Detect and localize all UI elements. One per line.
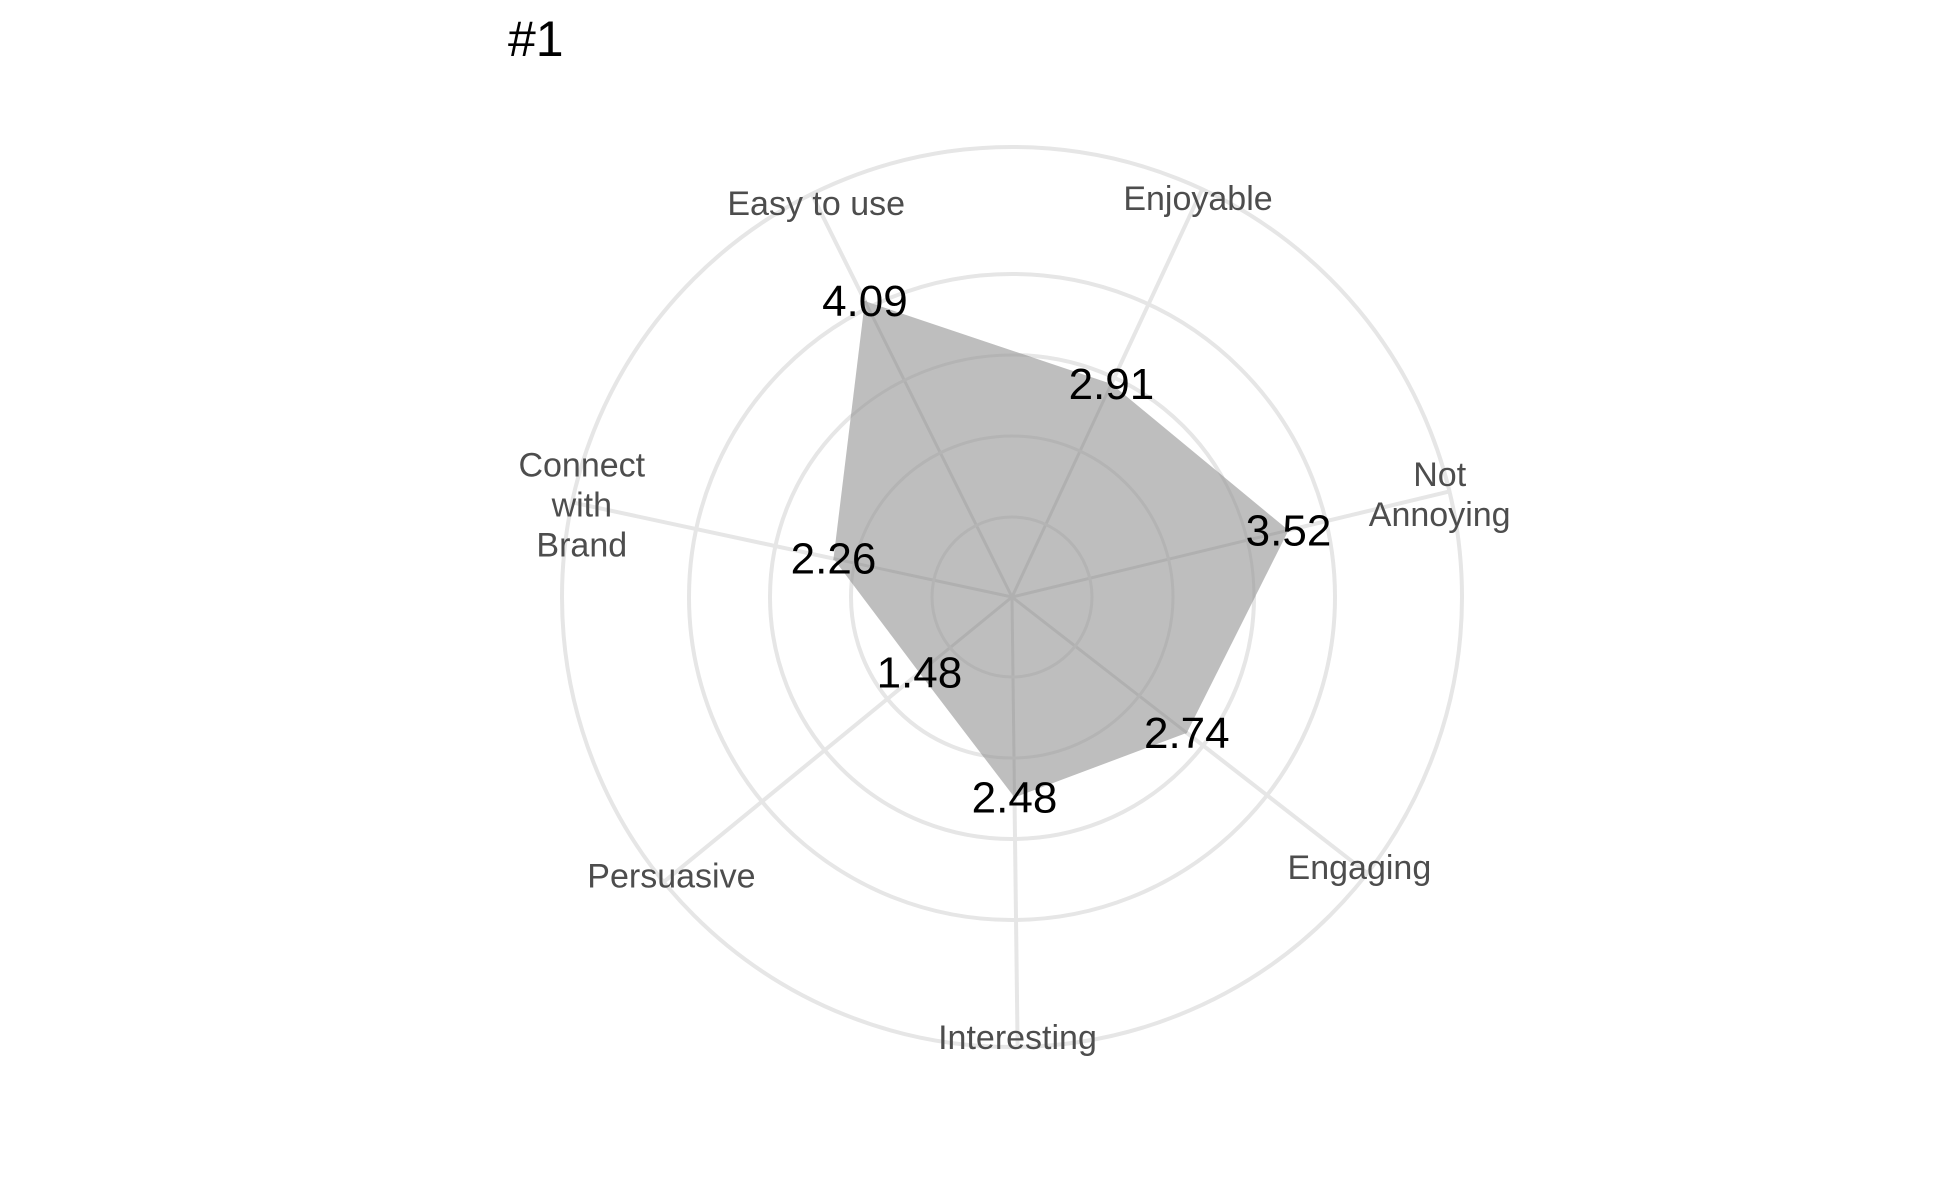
inner-spoke (1011, 528, 1289, 599)
inner-ring (930, 515, 1094, 679)
labels: 2.91 3.52 2.74 2.48 1.48 2.26 4.09 Enjoyable Not… (518, 180, 1510, 1057)
axis-label: Persuasive (587, 858, 755, 896)
axis-label: Enjoyable (1123, 180, 1272, 218)
axis-label: Easy to use (727, 185, 905, 223)
axis-label: Connect with Brand (518, 446, 645, 564)
inner-spoke (1010, 596, 1016, 798)
axis-label: Not Annoying (1369, 456, 1511, 534)
grid-ring (687, 272, 1337, 922)
data-polygon (833, 301, 1289, 798)
inner-spoke (1010, 383, 1113, 598)
axis-label: Engaging (1288, 849, 1432, 887)
inner-spoke (833, 557, 1013, 599)
chart-title: #1 (508, 11, 564, 67)
axis-label: Interesting (938, 1019, 1097, 1057)
inner-ring (833, 353, 1256, 798)
inner-spoke (863, 300, 1014, 598)
value-label: 2.91 (1069, 360, 1155, 409)
value-label: 2.48 (972, 773, 1058, 822)
grid-ring (560, 145, 1464, 1049)
value-label: 4.09 (822, 277, 908, 326)
value-label: 2.26 (791, 535, 877, 584)
inner-spoke (918, 595, 1013, 674)
data-area (833, 300, 1289, 798)
inner-spoke (1011, 595, 1188, 735)
value-label: 2.74 (1144, 709, 1230, 758)
value-label: 1.48 (877, 649, 963, 698)
value-label: 3.52 (1246, 506, 1332, 555)
